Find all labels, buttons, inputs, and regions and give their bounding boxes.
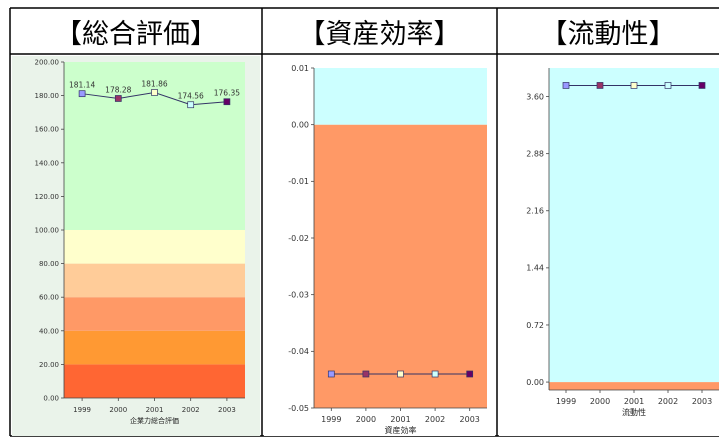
data-point bbox=[114, 95, 122, 102]
y-tick-label: 100.00 bbox=[35, 226, 60, 234]
panel-title-asset-efficiency: 【資産効率】 bbox=[298, 18, 461, 50]
x-axis-label: 企業力総合評価 bbox=[130, 416, 179, 425]
band-0 bbox=[314, 124, 487, 409]
data-label: 181.14 bbox=[69, 81, 95, 90]
x-axis-label: 流動性 bbox=[622, 407, 646, 417]
data-point bbox=[431, 370, 439, 378]
y-tick-label: 140.00 bbox=[35, 159, 60, 167]
x-tick-label: 2002 bbox=[658, 397, 678, 406]
data-point bbox=[78, 90, 86, 98]
band-0 bbox=[64, 364, 245, 398]
data-point bbox=[223, 98, 231, 106]
band-2 bbox=[64, 297, 245, 331]
y-tick-label: 120.00 bbox=[35, 193, 60, 201]
band-1 bbox=[314, 68, 487, 125]
panel-asset-efficiency: -0.05 -0.04 -0.03 -0.02 -0.01 0.00 0.01 1999 200… bbox=[264, 56, 495, 436]
y-tick-label: 1.44 bbox=[526, 264, 544, 273]
band-4 bbox=[64, 230, 245, 264]
x-tick-label: 2003 bbox=[460, 415, 480, 424]
x-tick-label: 2001 bbox=[390, 415, 410, 424]
data-label: 178.28 bbox=[105, 85, 131, 94]
y-tick-label: 3.60 bbox=[526, 92, 544, 101]
y-tick-label: 2.88 bbox=[526, 149, 544, 158]
x-tick-label: 2000 bbox=[590, 397, 610, 406]
panel-total-evaluation: 0.00 20.00 40.00 60.00 80.00 100.00 120.00 140.… bbox=[12, 56, 260, 436]
data-label: 176.35 bbox=[214, 89, 240, 98]
data-point bbox=[397, 370, 404, 378]
y-tick-label: 60.00 bbox=[39, 294, 59, 302]
x-tick-label: 2003 bbox=[692, 397, 712, 406]
data-point bbox=[327, 370, 335, 378]
y-tick-label: -0.05 bbox=[288, 404, 309, 413]
data-point bbox=[151, 89, 158, 96]
y-tick-label: -0.01 bbox=[288, 177, 309, 186]
y-tick-label: 2.16 bbox=[526, 207, 544, 216]
x-tick-label: 2000 bbox=[109, 406, 127, 414]
y-tick-label: 40.00 bbox=[39, 327, 59, 335]
y-tick-label: 0.00 bbox=[291, 120, 309, 129]
data-point bbox=[466, 370, 474, 378]
y-tick-label: -0.03 bbox=[288, 290, 309, 299]
panel-title-liquidity: 【流動性】 bbox=[540, 18, 676, 50]
x-tick-label: 1999 bbox=[321, 415, 341, 424]
y-tick-label: 0.00 bbox=[43, 394, 59, 402]
data-label: 181.86 bbox=[141, 79, 167, 88]
band-1 bbox=[549, 68, 719, 383]
y-tick-label: 0.01 bbox=[291, 64, 309, 73]
data-point bbox=[187, 101, 195, 109]
data-point bbox=[664, 82, 672, 89]
y-tick-label: 20.00 bbox=[39, 361, 59, 369]
y-tick-label: 200.00 bbox=[35, 58, 60, 66]
x-tick-label: 2002 bbox=[425, 415, 445, 424]
band-0 bbox=[549, 382, 719, 390]
y-tick-label: -0.04 bbox=[288, 347, 309, 356]
data-point bbox=[362, 370, 370, 378]
x-axis-label: 資産効率 bbox=[385, 425, 417, 435]
data-point bbox=[562, 82, 570, 89]
y-tick-label: 180.00 bbox=[35, 92, 60, 100]
x-tick-label: 2001 bbox=[146, 406, 164, 414]
y-tick-label: -0.02 bbox=[288, 234, 309, 243]
y-tick-label: 0.00 bbox=[526, 378, 544, 387]
x-tick-label: 2001 bbox=[624, 397, 644, 406]
x-tick-label: 2003 bbox=[218, 406, 236, 414]
data-point bbox=[698, 82, 706, 89]
x-tick-label: 2000 bbox=[356, 415, 376, 424]
data-point bbox=[630, 82, 638, 89]
data-point bbox=[596, 82, 604, 89]
panel-title-total-evaluation: 【総合評価】 bbox=[55, 18, 217, 50]
x-tick-label: 1999 bbox=[556, 397, 576, 406]
x-tick-label: 2002 bbox=[182, 406, 200, 414]
y-tick-label: 160.00 bbox=[35, 126, 60, 134]
y-tick-label: 80.00 bbox=[39, 260, 59, 268]
data-label: 174.56 bbox=[178, 92, 204, 101]
y-tick-label: 0.72 bbox=[526, 321, 544, 330]
band-1 bbox=[64, 330, 245, 365]
x-tick-label: 1999 bbox=[73, 406, 91, 414]
panel-liquidity: 0.00 0.72 1.44 2.16 2.88 3.60 1999 2000 2001 2002… bbox=[499, 56, 719, 436]
band-3 bbox=[64, 263, 245, 298]
